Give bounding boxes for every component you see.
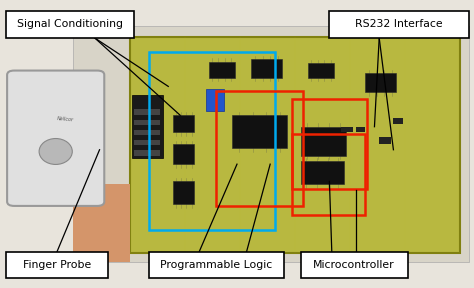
Bar <box>292 99 367 189</box>
Bar <box>365 73 396 92</box>
Bar <box>295 37 350 253</box>
Bar <box>73 26 469 262</box>
Bar <box>130 37 460 253</box>
Text: RS232 Interface: RS232 Interface <box>356 20 443 29</box>
Bar <box>173 144 194 164</box>
Bar <box>251 59 282 78</box>
Polygon shape <box>73 184 130 262</box>
Bar <box>301 161 344 184</box>
Bar <box>134 109 160 115</box>
Bar <box>356 127 365 132</box>
Bar <box>130 37 185 253</box>
FancyBboxPatch shape <box>6 252 108 278</box>
Bar <box>185 37 240 253</box>
Text: Finger Probe: Finger Probe <box>23 260 91 270</box>
Text: Signal Conditioning: Signal Conditioning <box>17 20 123 29</box>
Bar <box>379 137 391 144</box>
FancyBboxPatch shape <box>329 11 469 38</box>
FancyBboxPatch shape <box>301 252 408 278</box>
Bar <box>134 150 160 156</box>
Bar <box>134 130 160 135</box>
Bar <box>240 37 295 253</box>
Bar <box>301 127 346 156</box>
Bar <box>341 127 353 132</box>
Text: Nellcor: Nellcor <box>56 116 74 122</box>
Bar <box>209 62 235 78</box>
Ellipse shape <box>39 139 72 164</box>
Bar <box>149 52 275 230</box>
FancyBboxPatch shape <box>7 71 104 206</box>
Bar <box>232 115 287 148</box>
Text: Microcontroller: Microcontroller <box>313 260 395 270</box>
Bar <box>132 95 163 158</box>
Bar <box>206 89 224 111</box>
Bar <box>350 37 405 253</box>
Bar <box>292 134 365 215</box>
Bar <box>173 115 194 132</box>
Bar <box>216 91 303 206</box>
Bar <box>308 63 334 78</box>
Bar <box>393 118 403 124</box>
Bar <box>134 120 160 125</box>
Bar <box>134 140 160 145</box>
FancyBboxPatch shape <box>6 11 134 38</box>
Bar <box>173 181 194 204</box>
Text: Programmable Logic: Programmable Logic <box>161 260 273 270</box>
FancyBboxPatch shape <box>149 252 284 278</box>
